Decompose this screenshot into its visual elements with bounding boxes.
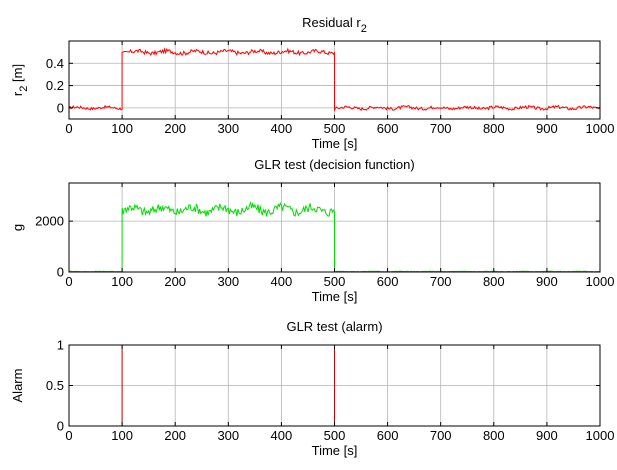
y-axis-label: g — [10, 224, 25, 231]
y-axis-label: r2 [m] — [10, 64, 30, 96]
x-tick-label: 600 — [377, 121, 399, 136]
y-axis-label-subscript: 2 — [18, 86, 30, 92]
x-tick-label: 500 — [324, 428, 346, 443]
x-tick-label: 900 — [536, 274, 558, 289]
x-axis-label: Time [s] — [312, 443, 358, 458]
x-tick-label: 400 — [271, 121, 293, 136]
x-tick-label: 900 — [536, 121, 558, 136]
x-tick-label: 700 — [430, 121, 452, 136]
x-tick-label: 400 — [271, 428, 293, 443]
x-tick-label: 0 — [65, 274, 72, 289]
y-tick-label: 2000 — [35, 214, 64, 229]
x-tick-label: 300 — [217, 428, 239, 443]
x-tick-label: 700 — [430, 274, 452, 289]
y-tick-label: 0 — [57, 419, 64, 434]
x-tick-label: 500 — [324, 274, 346, 289]
chart-3: 0 100 200 300 400 500 600 700 800 900 1000 0 0.5 1 GLR… — [10, 319, 614, 458]
x-tick-label: 800 — [483, 274, 505, 289]
x-tick-label: 0 — [65, 121, 72, 136]
x-tick-label: 300 — [217, 274, 239, 289]
x-tick-label: 200 — [164, 121, 186, 136]
x-tick-label: 700 — [430, 428, 452, 443]
x-tick-label: 1000 — [586, 428, 615, 443]
y-tick-label: 0.5 — [46, 378, 64, 393]
x-tick-label: 500 — [324, 121, 346, 136]
x-axis-label: Time [s] — [312, 289, 358, 304]
x-tick-label: 800 — [483, 428, 505, 443]
chart-title: GLR test (decision function) — [254, 157, 414, 172]
x-tick-label: 200 — [164, 428, 186, 443]
x-tick-label: 600 — [377, 428, 399, 443]
series-line — [68, 47, 601, 112]
x-tick-label: 900 — [536, 428, 558, 443]
y-tick-label: 0.4 — [46, 56, 64, 71]
x-tick-label: 300 — [217, 121, 239, 136]
x-tick-label: 800 — [483, 121, 505, 136]
y-axis-label: Alarm — [10, 369, 25, 403]
series-line — [68, 201, 601, 273]
x-tick-label: 1000 — [586, 274, 615, 289]
x-tick-label: 1000 — [586, 121, 615, 136]
y-tick-label: 1 — [57, 338, 64, 353]
x-tick-label: 100 — [111, 428, 133, 443]
x-axis-label: Time [s] — [312, 136, 358, 151]
y-tick-label: 0 — [57, 100, 64, 115]
chart-title: Residual r2 — [302, 15, 367, 35]
chart-2: 0 100 200 300 400 500 600 700 800 900 1000 0 2000 GLR… — [10, 157, 614, 304]
x-tick-label: 100 — [111, 274, 133, 289]
y-axis-label-unit: [m] — [10, 64, 25, 86]
chart-title-subscript: 2 — [361, 23, 367, 35]
x-tick-label: 0 — [65, 428, 72, 443]
x-tick-label: 600 — [377, 274, 399, 289]
chart-1: 0 100 200 300 400 500 600 700 800 900 1000 0 0.2 0.4 R… — [10, 15, 614, 151]
chart-title: GLR test (alarm) — [286, 319, 382, 334]
y-tick-label: 0 — [57, 265, 64, 280]
x-tick-label: 100 — [111, 121, 133, 136]
x-tick-label: 200 — [164, 274, 186, 289]
x-tick-label: 400 — [271, 274, 293, 289]
y-tick-label: 0.2 — [46, 78, 64, 93]
